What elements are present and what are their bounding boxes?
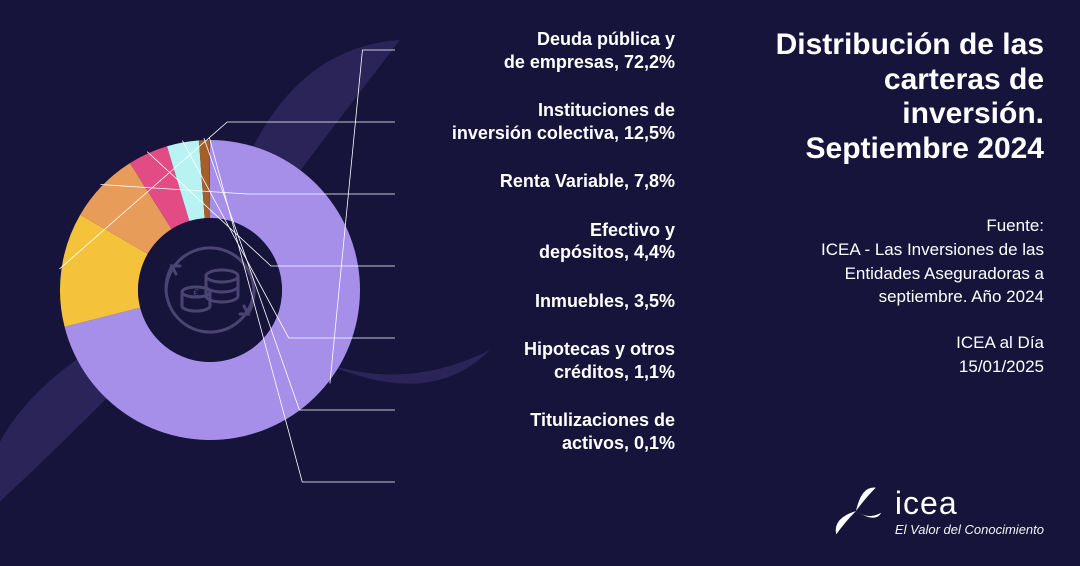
title-line: carteras de <box>884 63 1044 96</box>
slice-label: Instituciones de inversión colectiva, 12… <box>395 99 675 144</box>
slice-label-line: Deuda pública y <box>537 29 675 49</box>
slice-label-line: Hipotecas y otros <box>524 339 675 359</box>
slice-label: Renta Variable, 7,8% <box>395 170 675 193</box>
date-line: ICEA al Día <box>956 333 1044 352</box>
icea-logo: icea El Valor del Conocimiento <box>829 484 1044 538</box>
title-line: Septiembre 2024 <box>806 132 1044 165</box>
source-line: ICEA - Las Inversiones de las <box>821 240 1044 259</box>
source-line: Entidades Aseguradoras a <box>845 264 1044 283</box>
source-line: septiembre. Año 2024 <box>879 287 1044 306</box>
date-line: 15/01/2025 <box>959 357 1044 376</box>
svg-text:€: € <box>193 288 199 299</box>
date-block: ICEA al Día 15/01/2025 <box>714 331 1044 379</box>
slice-label: Inmuebles, 3,5% <box>395 290 675 313</box>
slice-labels-column: Deuda pública y de empresas, 72,2% Insti… <box>395 28 675 480</box>
logo-tagline: El Valor del Conocimiento <box>895 522 1044 537</box>
slice-label-line: créditos, 1,1% <box>554 362 675 382</box>
slice-label-line: Titulizaciones de <box>530 410 675 430</box>
slice-label-line: de empresas, 72,2% <box>504 52 675 72</box>
slice-label-line: Efectivo y <box>590 220 675 240</box>
slice-label-line: Inmuebles, 3,5% <box>535 291 675 311</box>
chart-title: Distribución de las carteras de inversió… <box>714 28 1044 166</box>
slice-label-line: Renta Variable, 7,8% <box>500 171 675 191</box>
slice-label-line: depósitos, 4,4% <box>539 242 675 262</box>
right-column: Distribución de las carteras de inversió… <box>714 28 1044 439</box>
logo-mark-icon <box>829 484 883 538</box>
logo-text: icea El Valor del Conocimiento <box>895 485 1044 537</box>
slice-label-line: inversión colectiva, 12,5% <box>452 123 675 143</box>
slice-label: Efectivo y depósitos, 4,4% <box>395 219 675 264</box>
logo-name: icea <box>895 485 1044 522</box>
title-line: inversión. <box>902 97 1044 130</box>
slice-label: Titulizaciones de activos, 0,1% <box>395 409 675 454</box>
slice-label: Deuda pública y de empresas, 72,2% <box>395 28 675 73</box>
title-line: Distribución de las <box>776 28 1044 61</box>
slice-label-line: Instituciones de <box>538 100 675 120</box>
slice-label-line: activos, 0,1% <box>562 433 675 453</box>
source-block: Fuente: ICEA - Las Inversiones de las En… <box>714 214 1044 309</box>
slice-label: Hipotecas y otros créditos, 1,1% <box>395 338 675 383</box>
source-heading: Fuente: <box>986 216 1044 235</box>
